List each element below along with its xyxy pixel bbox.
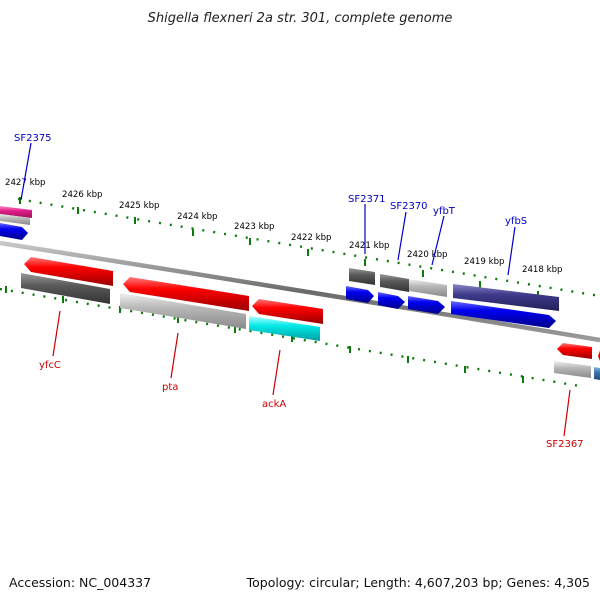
gene-label-sf2371[interactable]: SF2371 <box>348 194 386 205</box>
scale-lower-ticks <box>0 287 581 388</box>
gene-label-yfbt[interactable]: yfbT <box>433 206 456 217</box>
tick-label: 2421 kbp <box>349 241 390 251</box>
reverse-feature-red[interactable] <box>24 257 113 286</box>
reverse-feature-cyan[interactable] <box>249 316 320 341</box>
forward-feature-blue[interactable] <box>0 223 28 240</box>
tick-label: 2423 kbp <box>234 222 275 232</box>
tick-label: 2426 kbp <box>62 190 103 200</box>
gene-label-pta[interactable]: pta <box>162 382 178 393</box>
reverse-feature-steel[interactable] <box>594 367 600 380</box>
forward-feature-blue[interactable] <box>451 301 556 328</box>
reverse-feature-red[interactable] <box>252 299 323 324</box>
forward-feature-blue[interactable] <box>378 292 405 309</box>
accession-text: Accession: NC_004337 <box>9 575 151 590</box>
gene-labels: SF2375 SF2371 SF2370 yfbT yfbS yfcC pta … <box>14 133 584 450</box>
gene-leader-lines <box>20 142 571 437</box>
reverse-feature-red[interactable] <box>123 277 249 311</box>
tick-label: 2425 kbp <box>119 201 160 211</box>
forward-feature-blue[interactable] <box>408 296 445 314</box>
tick-label: 2422 kbp <box>291 233 332 243</box>
gene-label-sf2370[interactable]: SF2370 <box>390 201 428 212</box>
forward-feature-purple[interactable] <box>453 284 559 311</box>
forward-feature-grey[interactable] <box>0 214 30 225</box>
reverse-feature-dark[interactable] <box>21 273 110 304</box>
forward-feature-dark[interactable] <box>349 268 375 285</box>
scale-tick-labels: 2427 kbp 2426 kbp 2425 kbp 2424 kbp 2423… <box>5 178 563 275</box>
reverse-feature-grey[interactable] <box>120 293 246 329</box>
forward-feature-dark[interactable] <box>380 274 409 292</box>
reverse-feature-grey[interactable] <box>554 361 591 378</box>
tick-label: 2427 kbp <box>5 178 46 188</box>
gene-label-yfbs[interactable]: yfbS <box>505 216 527 227</box>
genome-backbone <box>0 240 600 343</box>
tick-label: 2420 kbp <box>407 250 448 260</box>
forward-feature-pink[interactable] <box>0 206 32 218</box>
forward-feature-blue[interactable] <box>346 286 374 303</box>
gene-label-acka[interactable]: ackA <box>262 399 286 410</box>
reverse-strand-features <box>21 257 600 380</box>
forward-feature-grey[interactable] <box>409 279 447 297</box>
reverse-feature-red[interactable] <box>557 343 592 359</box>
map-title: Shigella flexneri 2a str. 301, complete … <box>148 11 453 26</box>
tick-label: 2424 kbp <box>177 212 218 222</box>
gene-label-sf2375[interactable]: SF2375 <box>14 133 52 144</box>
genome-summary-text: Topology: circular; Length: 4,607,203 bp… <box>246 575 590 590</box>
gene-label-sf2367[interactable]: SF2367 <box>546 439 584 450</box>
tick-label: 2418 kbp <box>522 265 563 275</box>
forward-strand-features <box>0 206 559 328</box>
gene-label-yfcc[interactable]: yfcC <box>39 360 61 371</box>
tick-label: 2419 kbp <box>464 257 505 267</box>
scale-major-ticks <box>5 197 539 383</box>
